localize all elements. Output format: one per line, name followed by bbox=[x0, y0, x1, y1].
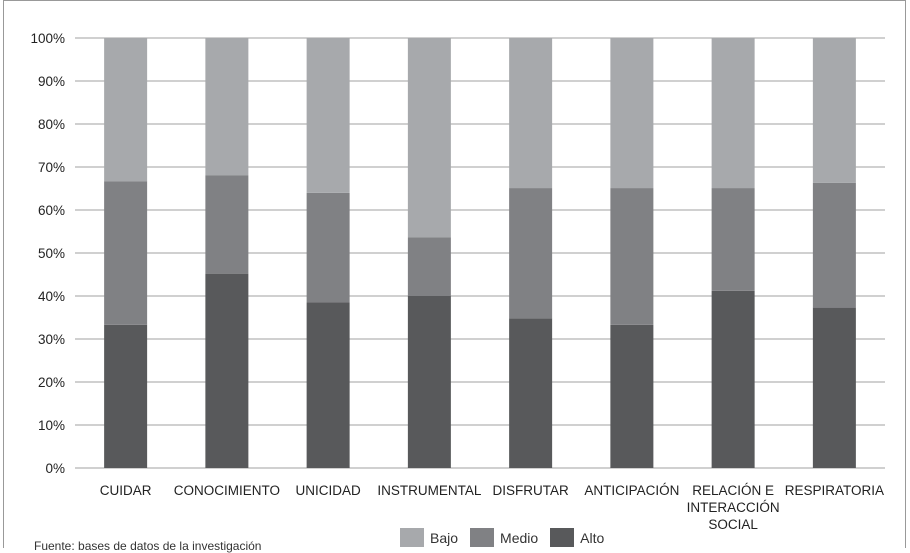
y-tick-label: 20% bbox=[38, 375, 65, 390]
bar-segment-bajo bbox=[407, 38, 451, 238]
bar-segment-alto bbox=[812, 307, 856, 468]
bar-segment-medio bbox=[610, 188, 654, 325]
bar-segment-alto bbox=[509, 318, 553, 468]
bar-segment-alto bbox=[205, 273, 249, 468]
legend-label: Alto bbox=[580, 529, 605, 546]
x-tick-label: RESPIRATORIA bbox=[784, 483, 885, 498]
bar-segment-medio bbox=[306, 192, 350, 303]
x-tick-label: CONOCIMIENTO bbox=[173, 483, 280, 498]
legend-swatch bbox=[400, 528, 424, 547]
y-tick-label: 80% bbox=[38, 117, 65, 132]
bar-segment-bajo bbox=[812, 38, 856, 183]
x-tick-label: RELACIÓN E INTERACCIÓN SOCIAL bbox=[686, 483, 780, 532]
x-tick-label: UNICIDAD bbox=[295, 483, 361, 498]
bar-segment-bajo bbox=[306, 38, 350, 193]
bar-segment-alto bbox=[306, 302, 350, 468]
source-note: Fuente: bases de datos de la investigaci… bbox=[34, 539, 262, 553]
y-tick-label: 50% bbox=[38, 246, 65, 261]
x-tick-label: CUIDAR bbox=[99, 483, 152, 498]
y-tick-label: 70% bbox=[38, 160, 65, 175]
y-tick-label: 0% bbox=[45, 461, 65, 476]
x-tick-label: INSTRUMENTAL bbox=[377, 483, 482, 498]
y-tick-label: 100% bbox=[30, 31, 65, 46]
bar-segment-bajo bbox=[509, 38, 553, 189]
y-tick-label: 60% bbox=[38, 203, 65, 218]
bar-segment-medio bbox=[407, 237, 451, 296]
legend-item-medio: Medio bbox=[470, 528, 538, 547]
y-tick-label: 40% bbox=[38, 289, 65, 304]
bar-segment-medio bbox=[104, 181, 148, 325]
legend-label: Bajo bbox=[430, 529, 459, 546]
bar-segment-alto bbox=[711, 290, 755, 468]
legend-label: Medio bbox=[500, 529, 539, 546]
bar-segment-medio bbox=[812, 182, 856, 308]
bar-segment-alto bbox=[610, 324, 654, 468]
chart-frame bbox=[3, 0, 906, 548]
bar-segment-alto bbox=[104, 324, 148, 468]
bar-segment-bajo bbox=[104, 38, 148, 182]
x-tick-label: ANTICIPACIÓN bbox=[584, 483, 680, 498]
y-tick-label: 30% bbox=[38, 332, 65, 347]
bar-segment-medio bbox=[711, 188, 755, 291]
y-tick-label: 90% bbox=[38, 74, 65, 89]
bar-segment-bajo bbox=[711, 38, 755, 189]
bar-segment-bajo bbox=[205, 38, 249, 176]
y-tick-label: 10% bbox=[38, 418, 65, 433]
bar-segment-medio bbox=[509, 188, 553, 319]
legend: Bajo Medio Alto bbox=[400, 528, 604, 547]
x-tick-label: DISFRUTAR bbox=[492, 483, 569, 498]
legend-swatch bbox=[550, 528, 575, 547]
legend-swatch bbox=[470, 528, 495, 547]
bar-segment-bajo bbox=[610, 38, 654, 189]
bar-segment-alto bbox=[407, 296, 451, 468]
legend-item-bajo: Bajo bbox=[400, 528, 458, 547]
bar-segment-medio bbox=[205, 175, 249, 274]
legend-item-alto: Alto bbox=[550, 528, 604, 547]
